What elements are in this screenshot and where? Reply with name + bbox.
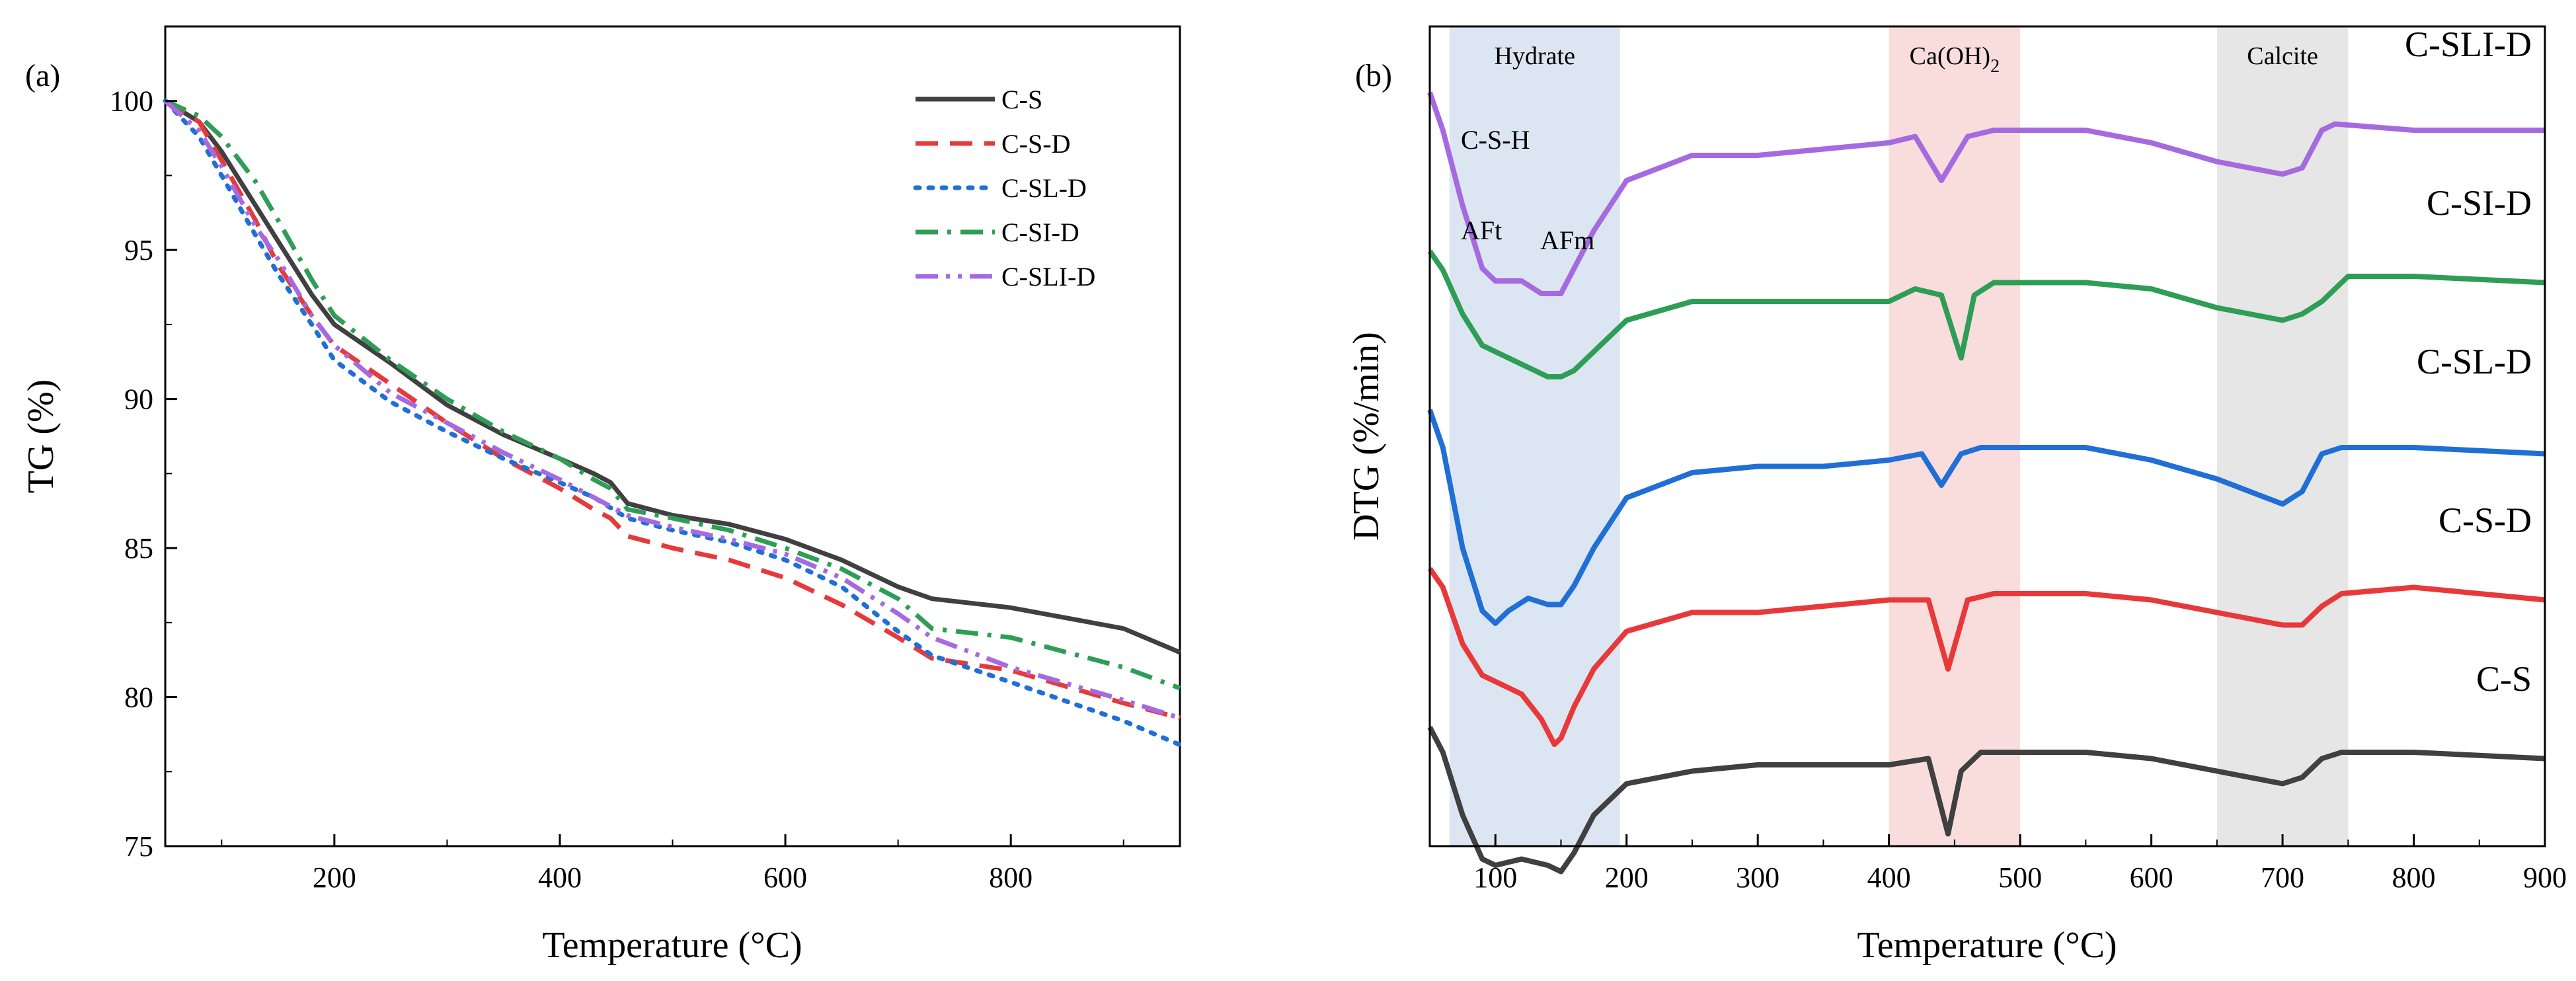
panel-a-y-tick-label: 85 <box>124 532 153 565</box>
panel-b-x-tick-label: 200 <box>1605 861 1649 894</box>
panel-b-peak-labels: C-S-H AFt AFm <box>1461 125 1594 255</box>
peak-label-afm: AFm <box>1540 225 1594 255</box>
panel-b-x-tick-label: 700 <box>2261 861 2304 894</box>
panel-a-y-tick-label: 90 <box>124 383 153 416</box>
panel-b-label: (b) <box>1355 58 1392 93</box>
panel-b-x-tick-label: 600 <box>2130 861 2173 894</box>
tg-series-c-sl-d <box>163 98 1183 748</box>
dtg-series-c-si-d <box>1427 249 2546 379</box>
legend-label-c-s: C-S <box>1001 85 1042 114</box>
peak-label-csh: C-S-H <box>1461 125 1530 155</box>
panel-a-y-tick-label: 80 <box>124 682 153 714</box>
panel-b-x-tick-label: 800 <box>2392 861 2436 894</box>
legend-label-c-si-d: C-SI-D <box>1001 217 1079 247</box>
panel-a-y-tick-label: 95 <box>124 234 153 266</box>
panel-b-x-tick-label: 400 <box>1867 861 1911 894</box>
panel-b-frame <box>1428 25 2546 847</box>
curve-label-c-s: C-S <box>2476 659 2532 699</box>
legend-label-c-sli-d: C-SLI-D <box>1001 262 1095 292</box>
panel-a-y-ticks: 75 80 85 90 95 100 <box>110 85 177 863</box>
dtg-series-c-sl-d <box>1427 409 2546 626</box>
peak-label-aft: AFt <box>1461 216 1502 245</box>
panel-b-x-tick-label: 500 <box>1998 861 2042 894</box>
tg-series-c-s <box>164 98 1181 655</box>
panel-a-x-ticks: 200 400 600 800 <box>221 834 1124 894</box>
panel-a-x-axis-title: Temperature (°C) <box>542 925 802 966</box>
panel-a-series <box>163 98 1183 748</box>
legend-label-c-sl-d: C-SL-D <box>1001 173 1087 203</box>
panel-b-y-axis-title: DTG (%/min) <box>1346 332 1387 541</box>
panel-b-plot: Hydrate Ca(OH)2 Calcite 100 200 300 400 500 600… <box>1427 25 2567 894</box>
panel-b-x-ticks: 100 200 300 400 500 600 700 800 900 <box>1473 834 2567 894</box>
curve-label-c-s-d: C-S-D <box>2439 500 2532 540</box>
legend-label-c-s-d: C-S-D <box>1001 129 1070 159</box>
panel-b-curve-labels: C-SLI-D C-SI-D C-SL-D C-S-D C-S <box>2405 24 2532 699</box>
panel-b-x-axis-title: Temperature (°C) <box>1857 925 2117 966</box>
dtg-series-c-sli-d <box>1427 91 2545 296</box>
curve-label-c-sli-d: C-SLI-D <box>2405 24 2532 64</box>
panel-a-x-tick-label: 400 <box>538 861 582 894</box>
tg-series-c-sli-d <box>163 99 1181 721</box>
panel-b-series <box>1427 91 2546 875</box>
panel-a-y-axis-title: TG (%) <box>20 379 61 494</box>
panel-a-y-tick-label: 75 <box>124 830 153 863</box>
panel-b-x-tick-label: 300 <box>1736 861 1779 894</box>
panel-b-x-tick-label: 100 <box>1473 861 1517 894</box>
panel-a-x-tick-label: 200 <box>313 861 356 894</box>
band-calcite <box>2216 26 2349 846</box>
dtg-series-c-s-d <box>1427 567 2546 747</box>
curve-label-c-sl-d: C-SL-D <box>2417 342 2532 381</box>
panel-a: (a) 200 400 600 800 75 80 85 90 95 100 Temperatu… <box>20 25 1183 966</box>
panel-b: (b) Hydrate Ca(OH)2 Calcite 100 200 300 400 50… <box>1346 24 2567 966</box>
panel-a-label: (a) <box>25 58 60 93</box>
panel-a-y-tick-label: 100 <box>110 85 153 118</box>
dtg-series-c-s <box>1427 726 2546 875</box>
panel-a-x-tick-label: 600 <box>763 861 807 894</box>
band-label: Calcite <box>2247 42 2318 70</box>
band-label: Hydrate <box>1495 42 1575 70</box>
curve-label-c-si-d: C-SI-D <box>2427 183 2532 223</box>
panel-b-x-tick-label: 900 <box>2523 861 2567 894</box>
panel-b-bands: Hydrate Ca(OH)2 Calcite <box>1449 26 2349 846</box>
panel-a-x-tick-label: 800 <box>989 861 1033 894</box>
panel-a-plot: 200 400 600 800 75 80 85 90 95 100 <box>110 25 1183 894</box>
tg-series-c-si-d <box>164 98 1181 691</box>
band-ca-oh- <box>1889 26 2021 846</box>
panel-a-legend: C-S C-S-D C-SL-D C-SI-D C-SLI-D <box>913 85 1095 292</box>
